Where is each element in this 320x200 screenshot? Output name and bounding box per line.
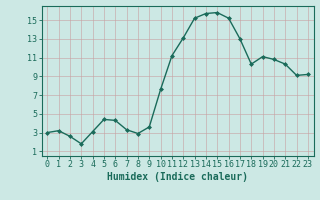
- X-axis label: Humidex (Indice chaleur): Humidex (Indice chaleur): [107, 172, 248, 182]
